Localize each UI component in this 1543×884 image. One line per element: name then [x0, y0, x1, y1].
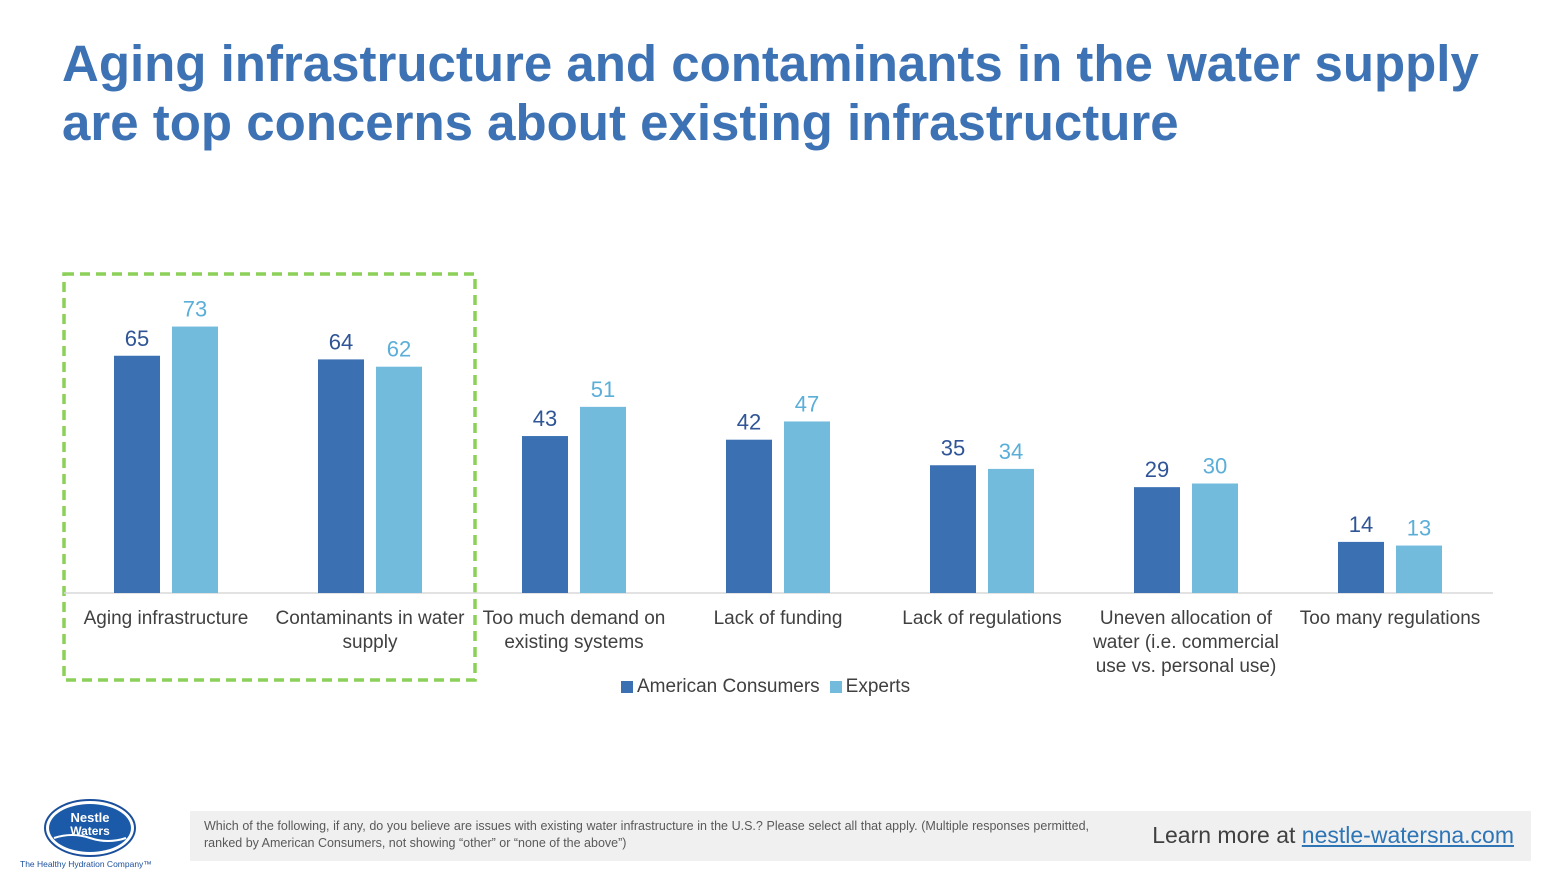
bar-experts-uneven-allocation-of-water-i-e-commercial-use-vs-personal-use	[1192, 483, 1238, 593]
value-label-experts-too-much-demand-on-existing-systems: 51	[591, 377, 615, 402]
bar-american-consumers-contaminants-in-water-supply	[318, 359, 364, 593]
logo-line2: Waters	[70, 824, 110, 838]
page-title: Aging infrastructure and contaminants in…	[62, 35, 1479, 151]
value-label-experts-lack-of-funding: 47	[795, 391, 819, 416]
learn-more-prefix: Learn more at	[1152, 822, 1302, 848]
value-label-american-consumers-lack-of-funding: 42	[737, 410, 761, 435]
bar-american-consumers-aging-infrastructure	[114, 355, 160, 593]
bar-experts-lack-of-regulations	[988, 468, 1034, 593]
bar-experts-contaminants-in-water-supply	[376, 366, 422, 593]
category-label-too-much-demand-on-existing-systems: Too much demand on existing systems	[483, 608, 666, 653]
category-label-too-many-regulations: Too many regulations	[1300, 608, 1481, 629]
legend-item-experts: Experts	[829, 676, 911, 698]
legend-label-experts: Experts	[845, 676, 911, 697]
bar-american-consumers-lack-of-regulations	[930, 465, 976, 593]
value-label-american-consumers-uneven-allocation-of-water-i-e-commercial-use-vs-personal-use: 29	[1145, 457, 1169, 482]
survey-question-note: Which of the following, if any, do you b…	[204, 819, 1089, 850]
learn-more-link[interactable]: nestle-watersna.com	[1301, 822, 1514, 848]
value-label-experts-uneven-allocation-of-water-i-e-commercial-use-vs-personal-use: 30	[1203, 454, 1227, 479]
footer-bar: Which of the following, if any, do you b…	[190, 811, 1531, 861]
category-label-lack-of-funding: Lack of funding	[714, 608, 843, 629]
legend-label-consumers: American Consumers	[637, 676, 820, 697]
bar-american-consumers-too-many-regulations	[1338, 541, 1384, 593]
logo-badge-icon: Nestle Waters	[44, 799, 136, 857]
chart-legend: American Consumers Experts	[621, 676, 920, 698]
value-label-american-consumers-too-many-regulations: 14	[1349, 512, 1373, 537]
bar-american-consumers-lack-of-funding	[726, 439, 772, 593]
legend-swatch-experts	[829, 681, 842, 693]
value-label-american-consumers-too-much-demand-on-existing-systems: 43	[533, 406, 557, 431]
category-label-uneven-allocation-of-water-i-e-commercial-use-vs-personal-use: Uneven allocation of water (i.e. commerci…	[1092, 608, 1279, 677]
value-label-american-consumers-contaminants-in-water-supply: 64	[329, 329, 353, 354]
logo-line1: Nestle	[70, 810, 109, 825]
category-label-contaminants-in-water-supply: Contaminants in water supply	[275, 608, 465, 653]
bar-experts-too-much-demand-on-existing-systems	[580, 406, 626, 593]
legend-swatch-consumers	[621, 681, 633, 693]
highlight-box	[62, 272, 477, 682]
nestle-waters-logo: Nestle Waters The Healthy Hydration Comp…	[20, 798, 165, 878]
learn-more: Learn more at nestle-watersna.com	[1152, 822, 1514, 849]
bar-experts-too-many-regulations	[1396, 545, 1442, 593]
value-label-american-consumers-lack-of-regulations: 35	[941, 435, 965, 460]
bar-experts-aging-infrastructure	[172, 326, 218, 593]
value-label-experts-lack-of-regulations: 34	[999, 439, 1023, 464]
category-label-aging-infrastructure: Aging infrastructure	[84, 608, 249, 629]
value-label-american-consumers-aging-infrastructure: 65	[125, 326, 149, 351]
value-label-experts-contaminants-in-water-supply: 62	[387, 337, 411, 362]
bar-experts-lack-of-funding	[784, 421, 830, 593]
bar-american-consumers-uneven-allocation-of-water-i-e-commercial-use-vs-personal-use	[1134, 487, 1180, 593]
bar-american-consumers-too-much-demand-on-existing-systems	[522, 436, 568, 593]
value-label-experts-too-many-regulations: 13	[1407, 516, 1431, 541]
value-label-experts-aging-infrastructure: 73	[183, 297, 207, 322]
logo-tagline: The Healthy Hydration Company™	[20, 859, 152, 869]
category-label-lack-of-regulations: Lack of regulations	[902, 608, 1062, 629]
legend-item-consumers: American Consumers	[621, 676, 820, 698]
